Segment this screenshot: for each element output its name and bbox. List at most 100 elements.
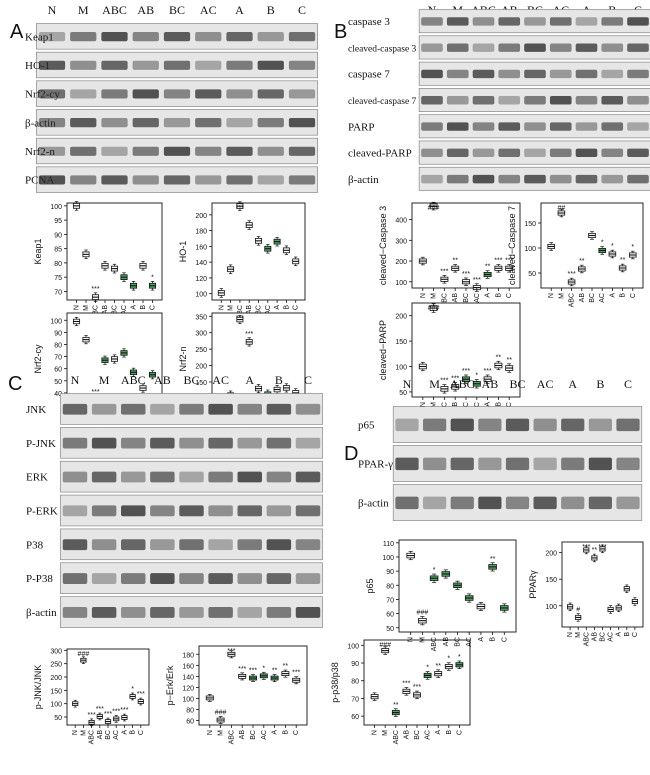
blot-band: [70, 118, 97, 128]
blot-row: P38: [26, 528, 323, 561]
blot-row: caspase 3: [348, 9, 650, 34]
y-tick-label: 50: [528, 271, 536, 278]
plot-frame: [540, 202, 644, 289]
blot-band: [505, 457, 530, 471]
blot-band: [62, 403, 88, 415]
significance-label: **: [435, 663, 441, 670]
blot-band: [121, 539, 146, 551]
x-tick-label: BC: [250, 730, 257, 740]
x-tick-label: A: [274, 305, 281, 310]
significance-label: **: [496, 354, 502, 361]
blot-band: [423, 418, 447, 432]
blot-band: [121, 437, 146, 449]
blot-band: [101, 60, 128, 70]
boxplot-chart: 50 60 70 80 90 100 110 p65 N ### M * ABC AB BC AC A ** B C: [365, 539, 517, 651]
x-tick-label: M: [575, 632, 582, 638]
x-tick-label: ABC: [89, 730, 96, 744]
x-tick-label: BC: [256, 305, 263, 315]
significance-label: ***: [88, 712, 96, 719]
blot-band: [549, 43, 572, 52]
blot-label: caspase 7: [348, 69, 390, 81]
significance-label: ***: [505, 257, 513, 264]
x-tick-label: AC: [608, 632, 615, 642]
y-tick-label: 70: [351, 696, 359, 703]
significance-label: ***: [484, 368, 492, 375]
blot-band: [208, 403, 233, 415]
x-tick-label: N: [72, 730, 79, 735]
blot-band: [38, 175, 66, 185]
blot-band: [257, 175, 284, 185]
blot-band: [575, 96, 598, 105]
significance-label: **: [485, 264, 491, 271]
x-tick-label: N: [207, 730, 214, 735]
x-tick-label: ABC: [393, 730, 400, 744]
y-tick-label: 300: [195, 331, 207, 338]
blot-band: [179, 471, 204, 483]
blot-row: Nrf2-n: [25, 137, 318, 165]
panel-letter: D: [344, 443, 358, 465]
y-axis-label: cleaved−Caspase 3: [378, 206, 388, 285]
y-tick-label: 60: [386, 612, 394, 619]
blot-band: [295, 403, 321, 415]
y-axis-label: HO-1: [178, 241, 188, 263]
significance-label: **: [592, 547, 598, 554]
blot-band: [533, 418, 557, 432]
blot-band: [179, 606, 204, 618]
y-tick-label: 100: [524, 246, 536, 253]
x-tick-label: ABC: [441, 293, 448, 307]
significance-label: ###: [379, 642, 391, 649]
blot-row: caspase 7: [348, 61, 650, 86]
plot-frame: [363, 639, 471, 726]
lane-label: M: [99, 373, 110, 387]
significance-label: ***: [245, 331, 253, 338]
panel-letter: B: [334, 21, 347, 43]
blot-band: [498, 69, 521, 79]
x-tick-label: AC: [466, 637, 473, 647]
blot-band: [237, 437, 262, 449]
blot-label: ERK: [26, 472, 48, 484]
blot-band: [163, 89, 191, 99]
y-tick-label: 85: [54, 247, 62, 254]
y-tick-label: 70: [54, 289, 62, 296]
y-tick-label: 200: [395, 314, 407, 321]
significance-label: *: [631, 244, 634, 251]
significance-label: *: [131, 686, 134, 693]
x-tick-label: A: [485, 293, 492, 298]
blot-band: [195, 175, 222, 185]
x-tick-label: AC: [599, 293, 606, 303]
blot-band: [62, 539, 88, 551]
blot-band: [150, 505, 175, 517]
plot-frame: [66, 202, 163, 301]
x-tick-label: BC: [463, 293, 470, 303]
y-tick-label: 120: [195, 276, 207, 283]
x-tick-label: ABC: [583, 632, 590, 646]
y-tick-label: 90: [386, 569, 394, 576]
y-tick-label: 50: [54, 379, 62, 386]
significance-label: ***: [402, 681, 410, 688]
blot-band: [533, 496, 557, 510]
blot-band: [423, 457, 447, 471]
y-tick-label: 110: [383, 541, 394, 548]
blot-band: [91, 403, 117, 415]
significance-label: ***: [451, 376, 459, 383]
blot-band: [132, 118, 159, 128]
x-tick-label: AC: [113, 730, 120, 740]
x-tick-label: AC: [121, 305, 128, 315]
blot-band: [446, 174, 469, 184]
blot-band: [208, 539, 233, 551]
blot-band: [498, 174, 521, 184]
x-tick-label: AB: [246, 305, 253, 315]
y-tick-label: 100: [50, 702, 62, 709]
blot-band: [150, 437, 175, 449]
y-tick-label: 80: [54, 261, 62, 268]
blot-band: [533, 457, 557, 471]
y-tick-label: 100: [195, 292, 207, 299]
blot-band: [163, 146, 191, 156]
blot-band: [70, 60, 97, 70]
blot-band: [588, 496, 612, 510]
blot-label: Nrf2-n: [25, 146, 55, 158]
blot-band: [195, 146, 222, 156]
x-tick-label: BC: [414, 730, 421, 740]
